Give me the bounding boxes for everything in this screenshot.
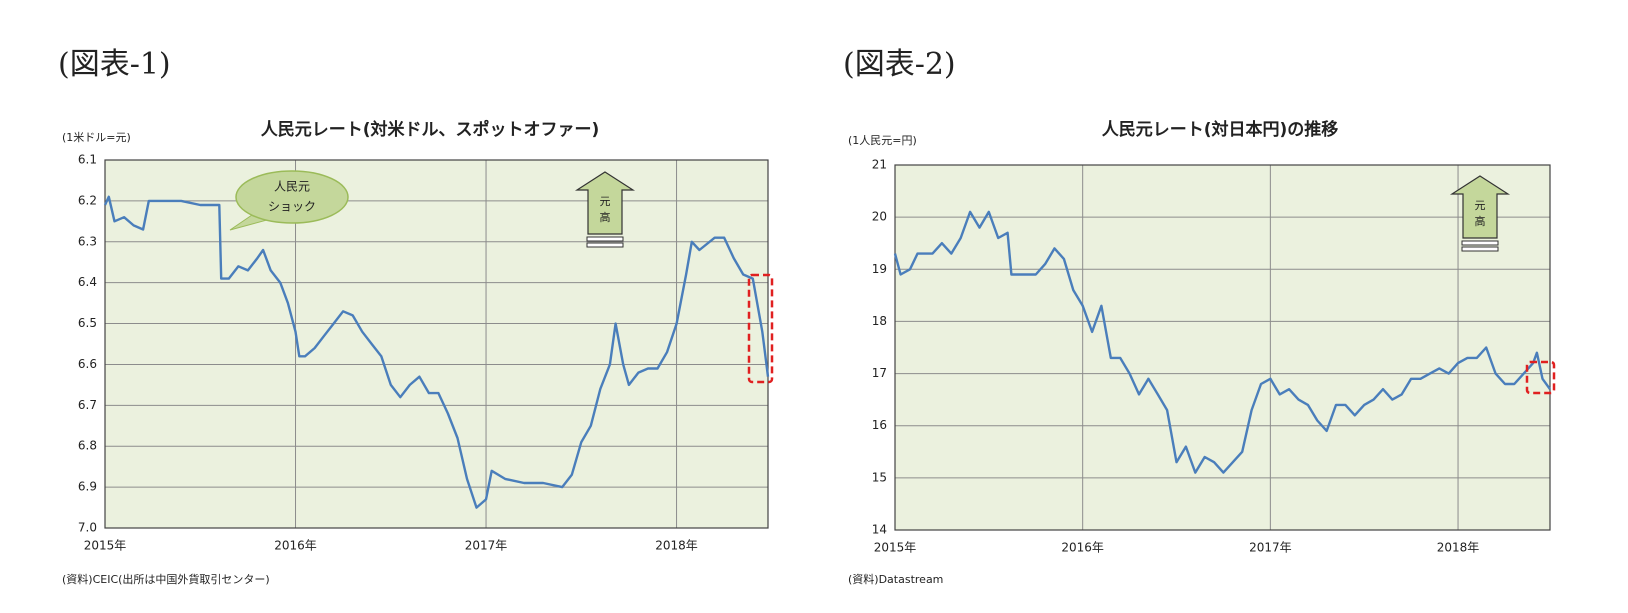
y-tick-label: 7.0 (78, 521, 97, 535)
plot-area (105, 160, 768, 528)
arrow-text: 高 (1475, 214, 1486, 228)
figure-heading: (図表-2) (843, 47, 956, 82)
callout-text: ショック (268, 200, 316, 214)
data-line (893, 210, 1551, 474)
chart: (図表-1) 人民元レート(対米ドル、スポットオファー) (1米ドル=元) (資料)C… (58, 47, 774, 586)
y-unit-label: (1人民元=円) (848, 134, 917, 147)
plot-border (104, 159, 769, 529)
arrow-bar (586, 236, 624, 242)
arrow-text: 高 (600, 210, 611, 224)
arrow-bar (586, 242, 624, 248)
data-line (103, 195, 770, 509)
y-tick-label: 6.5 (78, 316, 97, 330)
y-tick-label: 18 (872, 314, 887, 328)
y-tick-label: 21 (872, 158, 887, 172)
figure-heading: (図表-1) (58, 47, 171, 82)
y-tick-label: 6.4 (78, 275, 97, 289)
x-tick-label: 2017年 (1249, 541, 1292, 555)
y-tick-label: 6.2 (78, 193, 97, 207)
y-tick-label: 19 (872, 262, 887, 276)
up-arrow (574, 171, 636, 235)
arrow-bar (1461, 240, 1499, 246)
y-tick-label: 17 (872, 366, 887, 380)
y-tick-label: 20 (872, 210, 887, 224)
x-tick-label: 2016年 (1061, 541, 1104, 555)
arrow-bar (1461, 246, 1499, 252)
chart: (図表-2) 人民元レート(対日本円)の推移 (1人民元=円) (資料)Datastr… (843, 47, 1556, 586)
x-tick-label: 2018年 (655, 539, 698, 553)
x-tick-label: 2016年 (274, 539, 317, 553)
callout-text: 人民元 (274, 180, 310, 194)
chart-title: 人民元レート(対米ドル、スポットオファー) (261, 119, 600, 140)
source-note: (資料)CEIC(出所は中国外貨取引センター) (62, 572, 270, 586)
y-tick-label: 6.8 (78, 439, 97, 453)
callout-bubble (235, 170, 349, 224)
y-tick-label: 6.9 (78, 480, 97, 494)
x-tick-label: 2015年 (874, 541, 917, 555)
y-tick-label: 14 (872, 523, 887, 537)
y-tick-label: 6.6 (78, 357, 97, 371)
y-tick-label: 16 (872, 418, 887, 432)
x-tick-label: 2015年 (84, 539, 127, 553)
y-tick-label: 6.3 (78, 234, 97, 248)
y-tick-label: 6.7 (78, 398, 97, 412)
up-arrow (1449, 175, 1511, 239)
source-note: (資料)Datastream (848, 572, 943, 586)
y-unit-label: (1米ドル=元) (62, 131, 131, 144)
x-tick-label: 2018年 (1437, 541, 1480, 555)
x-tick-label: 2017年 (465, 539, 508, 553)
chart-title: 人民元レート(対日本円)の推移 (1102, 119, 1339, 140)
arrow-text: 元 (1475, 199, 1486, 212)
y-tick-label: 6.1 (78, 153, 97, 167)
highlight-box (1525, 360, 1556, 395)
arrow-text: 元 (600, 195, 611, 208)
plot-border (894, 164, 1551, 531)
plot-area (895, 165, 1550, 530)
y-tick-label: 15 (872, 470, 887, 484)
highlight-box (747, 273, 774, 384)
